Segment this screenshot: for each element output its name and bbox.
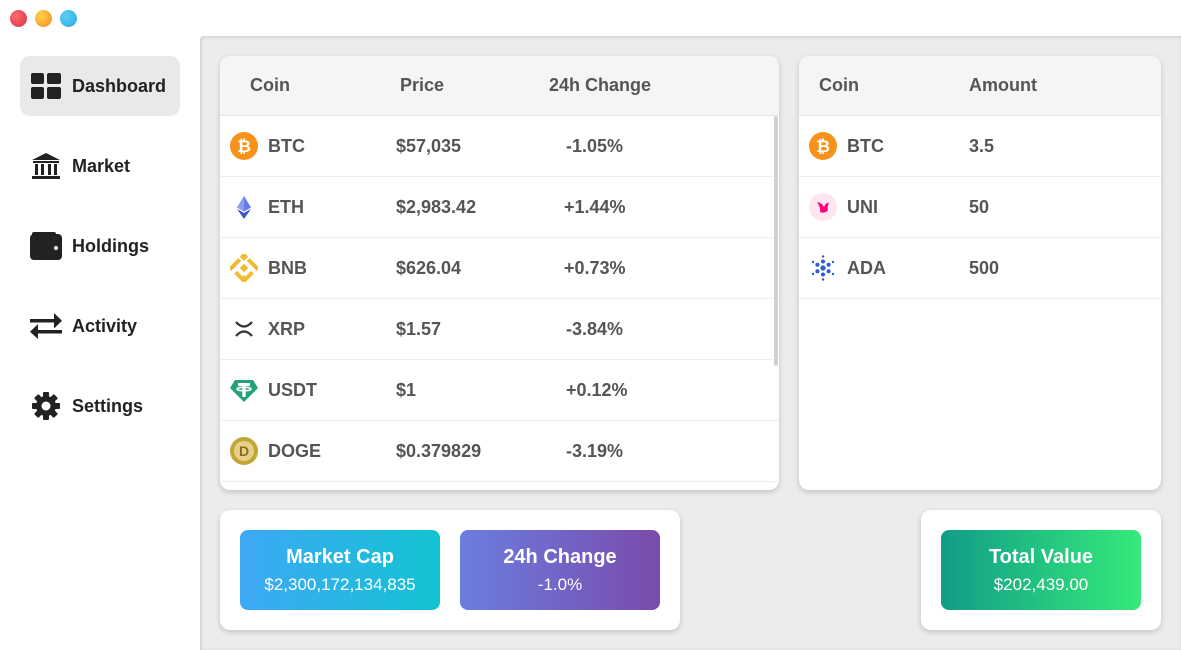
coin-symbol: BNB (268, 257, 307, 278)
market-stats-card: Market Cap $2,300,172,134,835 24h Change… (220, 510, 680, 630)
svg-text:D: D (239, 443, 249, 459)
table-row[interactable]: USDT $1 +0.12% (220, 360, 779, 421)
sidebar-item-settings[interactable]: Settings (20, 376, 180, 436)
24h-change-value: -1.0% (537, 574, 583, 594)
coin-change: -3.19% (566, 440, 624, 461)
svg-text:₿: ₿ (237, 137, 251, 156)
tether-icon (230, 376, 258, 404)
minimize-window-button[interactable] (35, 10, 52, 27)
column-header-24h-change: 24h Change (549, 75, 652, 95)
total-value-amount: $202,439.00 (993, 574, 1089, 594)
bank-icon (30, 150, 62, 182)
ethereum-icon (230, 193, 258, 221)
table-row[interactable]: D DOGE $0.379829 -3.19% (220, 421, 779, 482)
sidebar-item-label: Settings (72, 395, 144, 416)
coin-price: $1.57 (396, 318, 442, 339)
holdings-table-card: Coin Amount ₿ BTC 3.5 UNI 50 (799, 56, 1161, 490)
table-row[interactable]: ETH $2,983.42 +1.44% (220, 177, 779, 238)
24h-change-tile: 24h Change -1.0% (460, 530, 660, 610)
coin-amount: 500 (969, 257, 1000, 278)
table-scrollbar[interactable] (774, 116, 778, 366)
bitcoin-icon: ₿ (230, 132, 258, 160)
gear-icon (30, 390, 62, 422)
coin-change: -1.05% (566, 135, 624, 156)
column-header-coin: Coin (819, 75, 859, 95)
sidebar: Dashboard Market Holdings Activity (0, 36, 200, 650)
coin-price: $0.379829 (396, 440, 482, 461)
sidebar-item-label: Holdings (72, 235, 149, 256)
table-row[interactable]: ₿ BTC $57,035 -1.05% (220, 116, 779, 177)
column-header-amount: Amount (969, 75, 1037, 95)
coin-change: -3.84% (566, 318, 624, 339)
coin-amount: 3.5 (969, 135, 995, 156)
market-cap-title: Market Cap (286, 545, 394, 568)
wallet-icon (30, 230, 62, 262)
coin-change: +0.73% (564, 257, 626, 278)
coin-symbol: DOGE (268, 440, 322, 461)
sidebar-item-label: Dashboard (72, 75, 167, 96)
main-content: Coin Price 24h Change ₿ BTC $57,035 -1.0… (200, 36, 1181, 650)
dogecoin-icon: D (230, 437, 258, 465)
coin-symbol: ADA (847, 257, 886, 278)
close-window-button[interactable] (10, 10, 27, 27)
total-value-card: Total Value $202,439.00 (921, 510, 1161, 630)
coin-symbol: ETH (268, 196, 304, 217)
coin-symbol: XRP (268, 318, 306, 339)
column-header-price: Price (400, 75, 445, 95)
sidebar-item-label: Activity (72, 315, 138, 336)
table-row[interactable]: UNI 50 (799, 177, 1161, 238)
total-value-title: Total Value (988, 545, 1094, 568)
coin-change: +1.44% (564, 196, 626, 217)
market-table-header: Coin Price 24h Change (220, 56, 779, 116)
coin-symbol: BTC (847, 135, 884, 156)
holdings-table-header: Coin Amount (799, 56, 1161, 116)
coin-amount: 50 (969, 196, 990, 217)
sidebar-item-label: Market (72, 155, 131, 176)
exchange-arrows-icon (30, 310, 62, 342)
coin-price: $626.04 (396, 257, 462, 278)
market-cap-tile: Market Cap $2,300,172,134,835 (240, 530, 440, 610)
window-controls (10, 10, 77, 27)
24h-change-title: 24h Change (503, 545, 617, 568)
sidebar-item-holdings[interactable]: Holdings (20, 216, 180, 276)
sidebar-item-activity[interactable]: Activity (20, 296, 180, 356)
coin-price: $57,035 (396, 135, 462, 156)
sidebar-item-market[interactable]: Market (20, 136, 180, 196)
bnb-icon (230, 254, 258, 282)
xrp-icon (230, 315, 258, 343)
total-value-tile: Total Value $202,439.00 (941, 530, 1141, 610)
coin-price: $1 (396, 379, 417, 400)
table-row[interactable]: BNB $626.04 +0.73% (220, 238, 779, 299)
uniswap-icon (809, 193, 837, 221)
coin-symbol: BTC (268, 135, 305, 156)
table-row[interactable]: ADA 500 (799, 238, 1161, 299)
coin-symbol: UNI (847, 196, 878, 217)
market-cap-value: $2,300,172,134,835 (264, 574, 416, 594)
coin-change: +0.12% (566, 379, 628, 400)
dashboard-grid-icon (30, 70, 62, 102)
table-row[interactable]: XRP $1.57 -3.84% (220, 299, 779, 360)
column-header-coin: Coin (250, 75, 290, 95)
maximize-window-button[interactable] (60, 10, 77, 27)
cardano-icon (809, 254, 837, 282)
sidebar-item-dashboard[interactable]: Dashboard (20, 56, 180, 116)
coin-price: $2,983.42 (396, 196, 477, 217)
market-table-card: Coin Price 24h Change ₿ BTC $57,035 -1.0… (220, 56, 779, 490)
coin-symbol: USDT (268, 379, 317, 400)
svg-text:₿: ₿ (816, 137, 830, 156)
bitcoin-icon: ₿ (809, 132, 837, 160)
table-row[interactable]: ₿ BTC 3.5 (799, 116, 1161, 177)
